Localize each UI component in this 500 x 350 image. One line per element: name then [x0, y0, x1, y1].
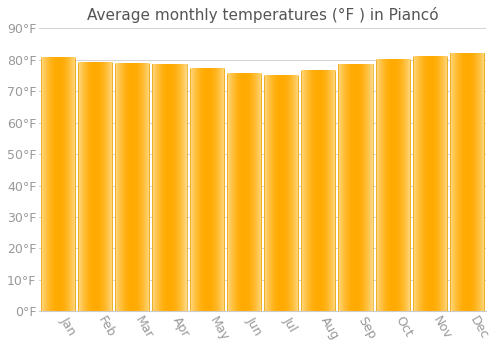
Title: Average monthly temperatures (°F ) in Piancó: Average monthly temperatures (°F ) in Pi… — [86, 7, 438, 23]
